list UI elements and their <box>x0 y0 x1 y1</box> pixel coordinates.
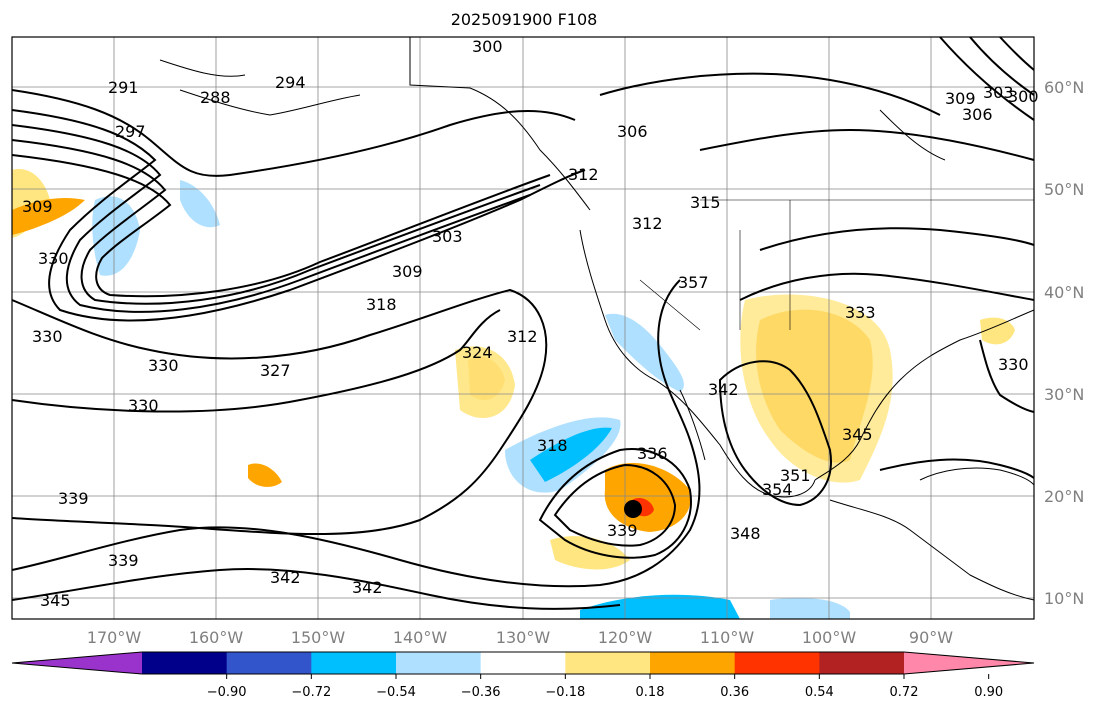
shaded-fields <box>12 169 1015 619</box>
contour-label: 309 <box>22 197 53 216</box>
contour-label: 312 <box>632 214 663 233</box>
colorbar-segment <box>480 652 566 674</box>
contour-label: 306 <box>617 122 648 141</box>
contour-label: 324 <box>462 343 493 362</box>
lat-label: 30°N <box>1044 385 1084 404</box>
contour-label: 303 <box>983 83 1014 102</box>
contour-label: 300 <box>472 37 503 56</box>
lon-label: 110°W <box>700 628 755 647</box>
lon-label: 140°W <box>393 628 448 647</box>
contour-label: 339 <box>108 551 139 570</box>
colorbar-tick-label: −0.18 <box>545 685 585 700</box>
contour-label: 327 <box>260 361 291 380</box>
colorbar-segment <box>650 652 736 674</box>
colorbar-tick-label: 0.90 <box>974 685 1003 700</box>
orange-region-small <box>248 463 282 487</box>
colorbar-segment <box>565 652 651 674</box>
colorbar-segment <box>311 652 397 674</box>
contour-label: 312 <box>507 327 538 346</box>
contour-label: 330 <box>38 249 69 268</box>
contour-label: 345 <box>842 425 873 444</box>
contour-label: 330 <box>32 327 63 346</box>
colorbar-segment <box>819 652 905 674</box>
lat-label: 20°N <box>1044 487 1084 506</box>
colorbar-tick-label: 0.18 <box>636 685 665 700</box>
colorbar-tick-label: −0.36 <box>461 685 501 700</box>
colorbar-segment <box>396 652 482 674</box>
map-frame <box>11 36 1035 620</box>
orange-region-west-edge <box>12 198 85 235</box>
lon-label: 170°W <box>87 628 142 647</box>
contour-label: 342 <box>270 568 301 587</box>
longitude-labels: 170°W 160°W 150°W 140°W 130°W 120°W 110°… <box>87 628 953 647</box>
contour-label: 330 <box>998 355 1029 374</box>
colorbar-tick-label: 0.54 <box>805 685 834 700</box>
colorbar-tick-label: −0.90 <box>207 685 247 700</box>
lat-label: 50°N <box>1044 180 1084 199</box>
contours <box>11 36 1035 610</box>
colorbar-tick-label: −0.72 <box>291 685 331 700</box>
contour-label: 330 <box>128 396 159 415</box>
colorbar-segment <box>734 652 820 674</box>
map-panel: 300 291 288 294 297 306 312 315 312 309 … <box>11 36 1039 620</box>
lon-label: 130°W <box>496 628 551 647</box>
lon-label: 150°W <box>291 628 346 647</box>
contour-label: 291 <box>108 78 139 97</box>
contour-label: 306 <box>962 105 993 124</box>
contour-label: 312 <box>568 165 599 184</box>
contour-label: 354 <box>762 480 793 499</box>
lon-label: 100°W <box>802 628 857 647</box>
contour-label: 345 <box>40 591 71 610</box>
contour-labels: 300 291 288 294 297 306 312 315 312 309 … <box>22 37 1039 610</box>
lon-label: 120°W <box>598 628 653 647</box>
contour-label: 294 <box>275 73 306 92</box>
contour-label: 309 <box>945 89 976 108</box>
map-title: 2025091900 F108 <box>451 10 598 29</box>
colorbar-extend-low <box>12 652 142 674</box>
contour-label: 342 <box>708 380 739 399</box>
contour-label: 297 <box>115 122 146 141</box>
blue-region-south-edge <box>580 594 740 619</box>
contour-label: 300 <box>1008 87 1039 106</box>
contour-label: 339 <box>607 521 638 540</box>
colorbar-tick-label: −0.54 <box>376 685 416 700</box>
lon-label: 160°W <box>189 628 244 647</box>
latitude-labels: 60°N 50°N 40°N 30°N 20°N 10°N <box>1044 78 1084 608</box>
yellow-region-pacific-mid <box>455 346 515 418</box>
blue-region-bc <box>180 180 220 228</box>
contour-label: 330 <box>148 356 179 375</box>
grid-lines <box>12 37 1034 619</box>
contour-label: 288 <box>200 88 231 107</box>
colorbar-tick-label: 0.72 <box>890 685 919 700</box>
contour-label: 315 <box>690 193 721 212</box>
contour-label: 348 <box>730 524 761 543</box>
colorbar: −0.90 −0.72 −0.54 −0.36 −0.18 0.18 0.36 0.54 0.7… <box>11 651 1035 700</box>
yellow-region-east <box>980 317 1015 345</box>
contour-label: 336 <box>637 444 668 463</box>
contour-label: 339 <box>58 489 89 508</box>
colorbar-segment <box>226 652 312 674</box>
yellow-region-gulf <box>740 294 893 483</box>
blue-region-southwest-core <box>530 427 612 482</box>
lon-label: 90°W <box>909 628 953 647</box>
contour-label: 342 <box>352 578 383 597</box>
contour-label: 351 <box>780 466 811 485</box>
colorbar-outline <box>11 651 1035 675</box>
contour-label: 303 <box>432 227 463 246</box>
contour-label: 318 <box>366 295 397 314</box>
lat-label: 60°N <box>1044 78 1084 97</box>
contour-label: 357 <box>678 273 709 292</box>
contour-label: 333 <box>845 303 876 322</box>
lat-label: 40°N <box>1044 283 1084 302</box>
contour-label: 309 <box>392 262 423 281</box>
colorbar-extend-high <box>904 652 1034 674</box>
colorbar-segment <box>142 652 228 674</box>
lat-label: 10°N <box>1044 589 1084 608</box>
contour-label: 318 <box>537 436 568 455</box>
blue-region-south-edge-2 <box>770 597 850 619</box>
storm-center-marker <box>624 500 642 518</box>
colorbar-tick-label: 0.36 <box>720 685 749 700</box>
